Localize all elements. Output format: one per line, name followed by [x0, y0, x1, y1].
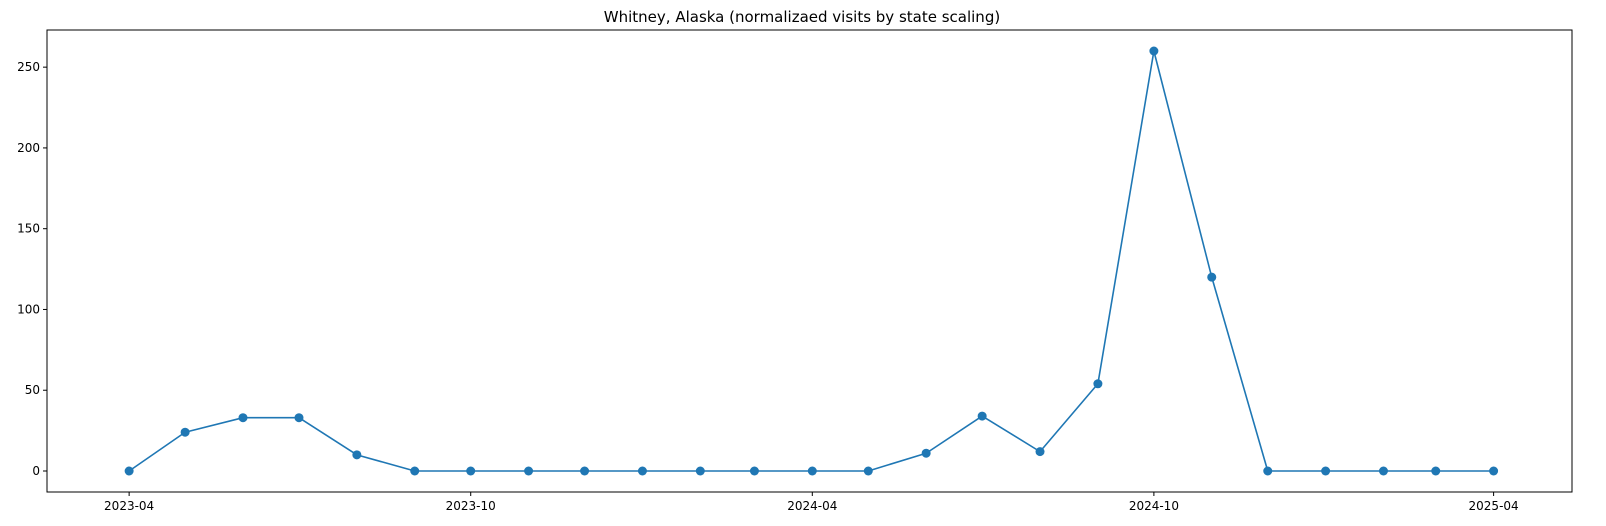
x-tick-label: 2024-04: [787, 499, 837, 513]
data-point: [1263, 466, 1273, 476]
data-point: [977, 411, 987, 421]
data-point: [1378, 466, 1388, 476]
data-point: [238, 413, 248, 423]
data-point: [807, 466, 817, 476]
y-tick-label: 100: [17, 302, 40, 316]
y-tick-label: 150: [17, 222, 40, 236]
y-tick-label: 250: [17, 60, 40, 74]
data-point: [1035, 447, 1045, 457]
data-point: [1321, 466, 1331, 476]
series-line: [128, 50, 1494, 472]
data-point: [695, 466, 705, 476]
data-point: [1431, 466, 1441, 476]
x-axis: 2023-04 2023-10 2024-04 2024-10 2025-04: [104, 492, 1519, 513]
y-tick-label: 0: [32, 464, 40, 478]
data-point: [524, 466, 534, 476]
data-point: [410, 466, 420, 476]
series-layer: [124, 46, 1499, 476]
data-point: [863, 466, 873, 476]
data-point: [1149, 46, 1159, 56]
data-point: [749, 466, 759, 476]
y-tick-label: 200: [17, 141, 40, 155]
data-point: [466, 466, 476, 476]
data-point: [180, 427, 190, 437]
data-point: [1093, 379, 1103, 389]
data-point: [294, 413, 304, 423]
y-axis: 0 50 100 150 200 250: [17, 60, 47, 478]
data-point: [921, 448, 931, 458]
data-point: [124, 466, 134, 476]
x-tick-label: 2025-04: [1469, 499, 1519, 513]
data-point: [580, 466, 590, 476]
x-tick-label: 2023-04: [104, 499, 154, 513]
x-tick-label: 2024-10: [1129, 499, 1179, 513]
data-point: [352, 450, 362, 460]
chart-title: Whitney, Alaska (normalizaed visits by s…: [604, 8, 1000, 26]
data-point: [1489, 466, 1499, 476]
x-tick-label: 2023-10: [446, 499, 496, 513]
plot-area-frame: [46, 29, 1573, 493]
data-point: [1207, 272, 1217, 282]
data-point: [637, 466, 647, 476]
y-tick-label: 50: [25, 383, 40, 397]
